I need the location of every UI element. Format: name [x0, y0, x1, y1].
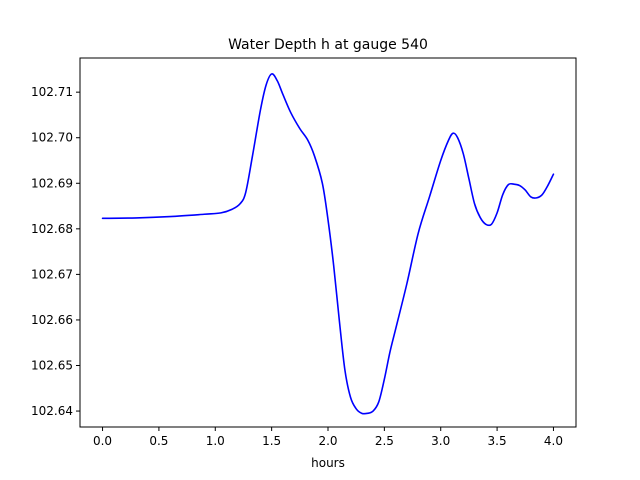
x-tick-label: 1.0	[206, 434, 225, 448]
y-tick-label: 102.65	[31, 359, 73, 373]
x-tick-label: 4.0	[544, 434, 563, 448]
y-tick-label: 102.68	[31, 222, 73, 236]
x-tick-label: 3.0	[431, 434, 450, 448]
x-tick-label: 1.5	[262, 434, 281, 448]
y-tick-label: 102.71	[31, 85, 73, 99]
plot-frame	[79, 57, 577, 428]
y-tick-label: 102.69	[31, 176, 73, 190]
x-tick-label: 3.5	[488, 434, 507, 448]
y-tick-label: 102.67	[31, 267, 73, 281]
x-tick-label: 0.0	[93, 434, 112, 448]
y-tick-label: 102.64	[31, 404, 73, 418]
y-tick-label: 102.70	[31, 131, 73, 145]
x-tick-label: 0.5	[149, 434, 168, 448]
series-line	[101, 73, 555, 415]
chart-title: Water Depth h at gauge 540	[228, 37, 428, 53]
x-tick-label: 2.0	[318, 434, 337, 448]
y-tick-label: 102.66	[31, 313, 73, 327]
x-tick-label: 2.5	[375, 434, 394, 448]
y-axis: 102.64 102.65 102.66 102.67 102.68 102.69 102.…	[31, 85, 80, 418]
x-axis: 0.0 0.5 1.0 1.5 2.0 2.5 3.0 3.5 4.0	[93, 427, 563, 448]
x-axis-title: hours	[311, 456, 345, 470]
